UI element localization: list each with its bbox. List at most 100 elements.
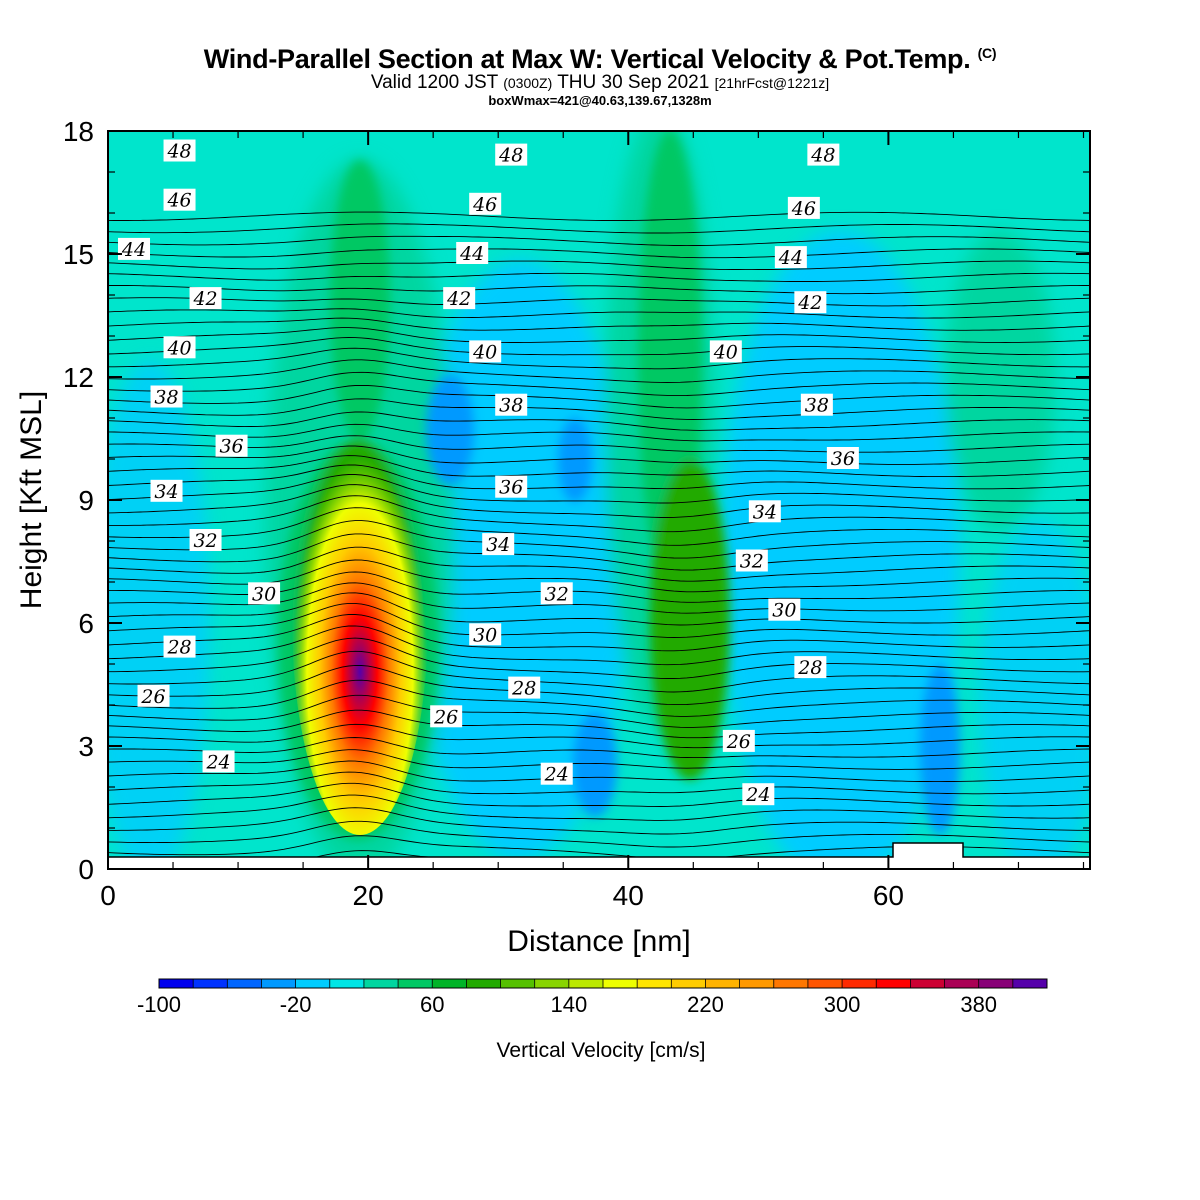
contour-label: 32 [189, 529, 222, 552]
contour-label-text: 38 [154, 387, 178, 409]
contour-label-text: 44 [459, 243, 484, 265]
contour-label: 40 [709, 340, 742, 363]
theta-contour-line [108, 235, 1090, 247]
theta-contour-line [108, 445, 1090, 465]
theta-contour-line [108, 423, 1090, 442]
theta-contour-line [108, 347, 1090, 370]
velocity-field [108, 131, 1090, 869]
contour-label-text: 36 [219, 436, 243, 458]
theta-contour-line [108, 592, 1090, 626]
theta-contour-line [108, 709, 1090, 739]
contour-label: 24 [202, 750, 235, 773]
colorbar-swatch [193, 979, 228, 988]
contour-label: 34 [482, 533, 515, 556]
theta-contour-line [108, 223, 1090, 234]
colorbar-swatch [432, 979, 467, 988]
y-tick-label: 9 [78, 485, 94, 516]
x-axis-title: Distance [nm] [507, 925, 690, 958]
valid-date: THU 30 Sep 2021 [557, 72, 710, 93]
colorbar-title: Vertical Velocity [cm/s] [497, 1039, 706, 1062]
contour-label-text: 42 [797, 292, 822, 314]
theta-contour-line [108, 384, 1090, 409]
contour-label-text: 48 [498, 145, 523, 167]
theta-contours [108, 211, 1090, 869]
contour-label: 28 [794, 656, 827, 679]
colorbar-swatch [637, 979, 672, 988]
theta-contour-line [108, 679, 1090, 717]
forecast-info: [21hrFcst@1221z] [714, 75, 830, 91]
theta-contour-line [108, 484, 1090, 518]
x-tick-label: 20 [353, 880, 384, 911]
chart-title: Wind-Parallel Section at Max W: Vertical… [0, 44, 1200, 75]
contour-label: 36 [826, 447, 859, 470]
contour-label-text: 38 [499, 395, 523, 417]
contour-label: 28 [508, 676, 541, 700]
contour-label-text: 30 [252, 583, 276, 605]
contour-label: 30 [248, 582, 281, 605]
colorbar-swatch [876, 979, 911, 988]
theta-contour-line [108, 614, 1090, 652]
contour-label: 46 [163, 188, 196, 212]
contour-label: 24 [540, 762, 573, 786]
contour-label: 30 [469, 623, 502, 646]
colorbar-swatch [500, 979, 535, 988]
x-tick-label: 0 [100, 880, 116, 911]
contour-label: 34 [748, 500, 781, 523]
contour-label: 24 [742, 783, 775, 806]
x-tick-label: 40 [613, 880, 644, 911]
contour-label-text: 26 [433, 706, 458, 728]
contour-label: 28 [163, 635, 196, 659]
contour-label-text: 38 [805, 395, 829, 417]
theta-contour-line [108, 782, 1090, 807]
contour-label-text: 46 [791, 198, 816, 220]
colorbar-swatch [842, 979, 877, 988]
theta-contour-line [108, 637, 1090, 679]
copyright-mark: (C) [977, 45, 997, 61]
theta-contour-line [108, 260, 1090, 271]
contour-label-text: 28 [511, 678, 536, 700]
contour-label: 44 [118, 237, 151, 261]
colorbar-tick-label: 60 [420, 992, 444, 1017]
terrain [108, 842, 1090, 869]
theta-contour-line [108, 760, 1090, 783]
contour-label: 26 [722, 729, 755, 753]
colorbar-tick-label: -20 [280, 992, 312, 1017]
theta-contour-line [108, 435, 1090, 453]
contour-label-text: 30 [772, 600, 796, 622]
contour-label: 40 [469, 340, 502, 363]
colorbar-swatch [295, 979, 331, 988]
colorbar-swatch [773, 979, 809, 988]
theta-contour-line [108, 248, 1090, 259]
valid-time-utc: (0300Z) [503, 75, 553, 91]
theta-contour-line [108, 474, 1090, 504]
contour-label-text: 46 [472, 194, 497, 216]
theta-contour-line [108, 337, 1090, 356]
contour-label-text: 28 [797, 657, 822, 679]
contour-label: 32 [735, 549, 768, 573]
contour-label-text: 46 [166, 190, 191, 212]
theta-contour-line [108, 520, 1090, 559]
colorbar-swatch [807, 979, 843, 988]
contour-label: 40 [163, 336, 196, 359]
contour-label: 46 [469, 192, 502, 216]
contour-label-text: 40 [166, 337, 191, 359]
x-axis: 0 20 40 60 [100, 131, 1085, 911]
theta-contour-line [108, 455, 1090, 478]
colorbar-swatch [227, 979, 262, 988]
theta-contour-line [108, 794, 1090, 821]
colorbar-swatch [398, 979, 433, 988]
colorbar-swatch [739, 979, 775, 988]
y-axis-title: Height [Kft MSL] [15, 391, 48, 609]
colorbar-swatch [671, 979, 706, 988]
theta-contour-line [108, 625, 1090, 666]
colorbar: -100 -20 60 140 220 300 380 [137, 978, 1048, 1017]
contour-label: 46 [787, 196, 820, 220]
contour-label: 38 [495, 393, 528, 417]
contour-label: 26 [137, 684, 170, 708]
contour-label-text: 48 [810, 145, 835, 167]
y-tick-label: 18 [63, 116, 94, 147]
contour-label: 48 [495, 143, 528, 167]
colorbar-tick-label: -100 [137, 992, 181, 1017]
